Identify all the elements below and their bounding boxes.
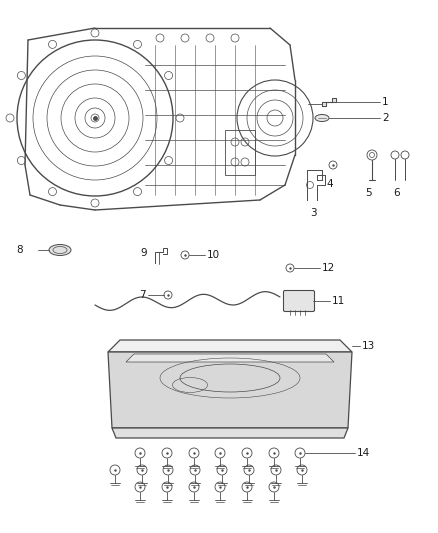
Polygon shape xyxy=(322,98,336,106)
Text: 9: 9 xyxy=(140,248,147,258)
Text: 7: 7 xyxy=(139,290,146,300)
Text: 11: 11 xyxy=(332,296,345,306)
Ellipse shape xyxy=(49,245,71,255)
Text: 8: 8 xyxy=(16,245,23,255)
Text: 13: 13 xyxy=(362,341,375,351)
Ellipse shape xyxy=(315,115,329,122)
Text: 1: 1 xyxy=(382,97,389,107)
Bar xyxy=(225,130,255,175)
Text: 4: 4 xyxy=(327,179,333,189)
Polygon shape xyxy=(108,352,352,428)
Polygon shape xyxy=(108,340,352,352)
FancyBboxPatch shape xyxy=(283,290,314,311)
Polygon shape xyxy=(112,428,348,438)
Text: 3: 3 xyxy=(310,208,316,218)
Text: 5: 5 xyxy=(366,188,372,198)
Text: 6: 6 xyxy=(394,188,400,198)
Text: 12: 12 xyxy=(322,263,335,273)
Text: 10: 10 xyxy=(207,250,220,260)
Polygon shape xyxy=(126,354,334,362)
Text: 14: 14 xyxy=(357,448,370,458)
Text: 2: 2 xyxy=(382,113,389,123)
